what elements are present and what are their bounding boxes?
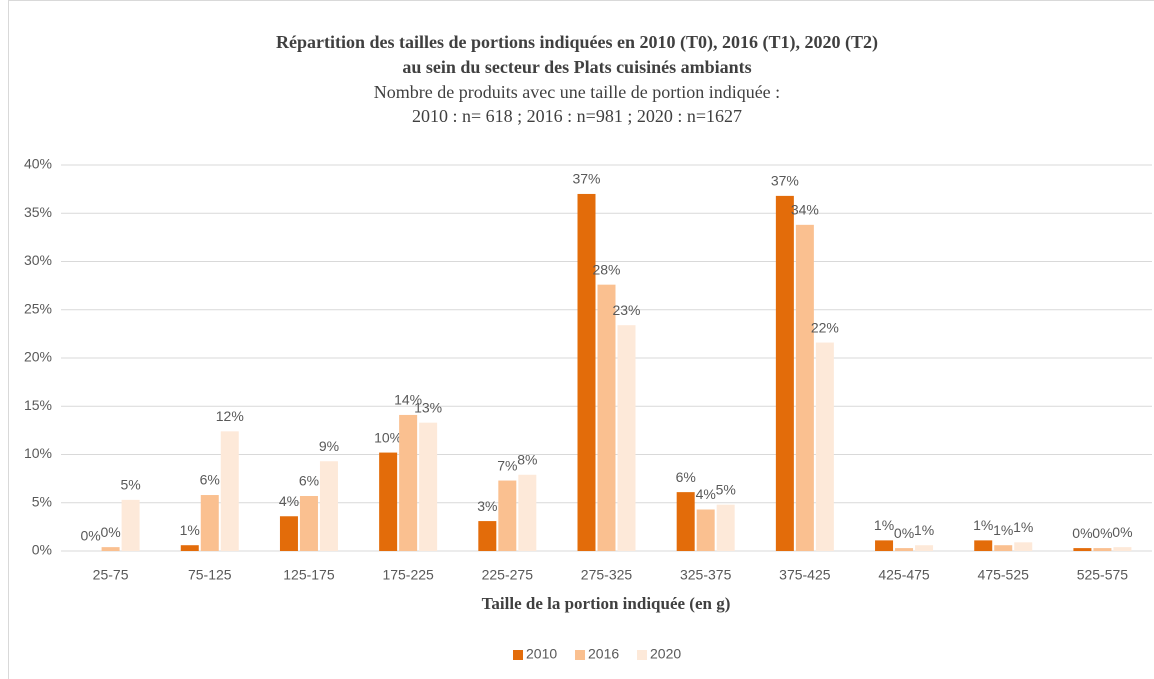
data-label: 28%: [592, 261, 620, 277]
legend-swatch: [513, 650, 523, 660]
chart-subtitle: Nombre de produits avec une taille de po…: [374, 82, 780, 102]
legend-swatch: [575, 650, 585, 660]
x-tick-label: 25-75: [93, 567, 129, 583]
x-tick-label: 325-375: [680, 567, 732, 583]
x-tick-label: 475-525: [978, 567, 1030, 583]
bar: [1113, 547, 1132, 551]
data-label: 34%: [791, 202, 819, 218]
data-label: 0%: [100, 524, 120, 540]
bar: [716, 504, 735, 551]
data-label: 4%: [696, 486, 716, 502]
y-tick-label: 20%: [24, 349, 52, 365]
bar: [875, 540, 894, 551]
bar: [895, 548, 914, 551]
data-label: 6%: [676, 469, 696, 485]
data-label: 6%: [200, 472, 220, 488]
chart-subtitle: 2010 : n= 618 ; 2016 : n=981 ; 2020 : n=…: [412, 106, 742, 126]
bar: [319, 461, 338, 551]
legend-label: 2020: [650, 646, 681, 662]
chart-title: Répartition des tailles de portions indi…: [276, 32, 878, 53]
x-tick-label: 225-275: [482, 567, 534, 583]
x-tick-label: 275-325: [581, 567, 633, 583]
bar: [299, 495, 318, 551]
y-tick-label: 10%: [24, 445, 52, 461]
y-tick-label: 40%: [24, 156, 52, 172]
data-label: 3%: [477, 498, 497, 514]
data-label: 12%: [216, 408, 244, 424]
bar: [974, 540, 993, 551]
bar: [915, 545, 934, 551]
x-tick-label: 125-175: [283, 567, 335, 583]
data-label: 0%: [80, 528, 100, 544]
x-tick-label: 375-425: [779, 567, 831, 583]
data-label: 0%: [1092, 525, 1112, 541]
data-label: 6%: [299, 473, 319, 489]
x-tick-label: 425-475: [878, 567, 930, 583]
bar: [577, 193, 596, 551]
bar: [815, 342, 834, 551]
data-label: 4%: [279, 493, 299, 509]
data-label: 13%: [414, 399, 442, 415]
bar: [180, 545, 199, 551]
data-label: 5%: [120, 477, 140, 493]
data-label: 23%: [612, 302, 640, 318]
y-tick-label: 15%: [24, 397, 52, 413]
data-label: 0%: [1072, 525, 1092, 541]
y-tick-label: 25%: [24, 300, 52, 316]
bar: [795, 224, 814, 551]
data-label: 1%: [973, 517, 993, 533]
data-label: 8%: [517, 451, 537, 467]
bar: [1014, 542, 1033, 551]
bar: [1073, 548, 1092, 551]
bar: [200, 495, 219, 551]
x-tick-label: 175-225: [382, 567, 434, 583]
data-label: 1%: [874, 517, 894, 533]
x-tick-label: 75-125: [188, 567, 232, 583]
y-tick-label: 30%: [24, 252, 52, 268]
data-label: 1%: [1013, 519, 1033, 535]
legend-swatch: [637, 650, 647, 660]
bar: [399, 414, 418, 551]
bar: [101, 547, 120, 551]
bar: [518, 474, 537, 551]
data-label: 14%: [394, 392, 422, 408]
data-label: 22%: [811, 319, 839, 335]
bar: [696, 509, 715, 551]
data-label: 9%: [319, 438, 339, 454]
bar: [478, 521, 497, 551]
data-label: 1%: [914, 522, 934, 538]
bar: [617, 325, 636, 551]
bar: [220, 431, 239, 551]
data-label: 1%: [180, 522, 200, 538]
legend-label: 2016: [588, 646, 619, 662]
bar: [676, 492, 695, 551]
bar: [279, 516, 298, 551]
x-tick-label: 525-575: [1077, 567, 1129, 583]
data-label: 1%: [993, 522, 1013, 538]
data-label: 5%: [716, 481, 736, 497]
y-tick-label: 0%: [32, 542, 52, 558]
data-label: 10%: [374, 429, 402, 445]
bar: [1093, 548, 1112, 551]
legend-label: 2010: [526, 646, 557, 662]
data-label: 0%: [894, 525, 914, 541]
y-tick-label: 35%: [24, 204, 52, 220]
chart-frame: [8, 0, 1154, 679]
bar: [994, 545, 1013, 551]
data-label: 0%: [1112, 524, 1132, 540]
bar: [597, 284, 616, 551]
data-label: 7%: [497, 457, 517, 473]
bar: [379, 452, 398, 551]
bar: [121, 499, 140, 551]
bar: [419, 422, 438, 551]
x-axis-label: Taille de la portion indiquée (en g): [482, 594, 731, 613]
y-tick-label: 5%: [32, 493, 52, 509]
bar: [498, 480, 517, 551]
data-label: 37%: [771, 173, 799, 189]
bar: [775, 195, 794, 551]
chart-title: au sein du secteur des Plats cuisinés am…: [402, 57, 751, 77]
data-label: 37%: [572, 171, 600, 187]
